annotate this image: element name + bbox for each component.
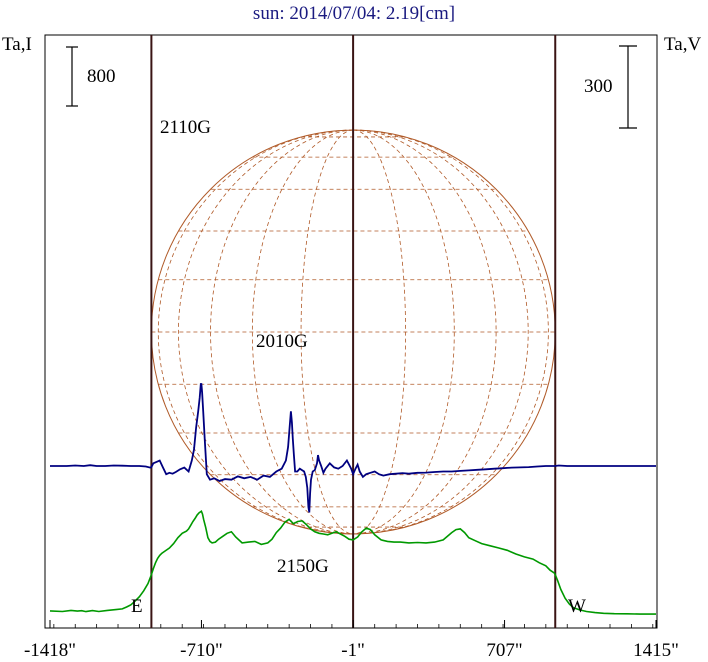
scale-bar-right-label: 300: [584, 76, 613, 97]
series-line-stokes-I: [49, 509, 656, 615]
longitude-line: [210, 129, 354, 535]
chart-title: sun: 2014/07/04: 2.19[cm]: [253, 3, 455, 24]
y-axis-label-left: Ta,I: [2, 34, 32, 55]
scale-bar-right: [619, 45, 637, 129]
longitude-line: [353, 129, 549, 535]
plot-frame: [44, 34, 658, 629]
series-line-stokes-V: [50, 383, 656, 513]
scale-bar-left-label: 800: [87, 66, 116, 87]
longitude-line: [353, 129, 529, 535]
longitude-line: [353, 129, 406, 535]
longitude-line: [353, 129, 497, 535]
x-tick-label: 707": [486, 640, 522, 661]
x-tick-label: 1415": [633, 640, 679, 661]
longitude-line: [353, 129, 455, 535]
y-axis-label-right: Ta,V: [664, 34, 701, 55]
limb-marker-lines: [150, 35, 557, 628]
x-tick-label: -710": [180, 640, 223, 661]
limb-label-west: W: [568, 596, 586, 617]
x-axis-ticks: -1418" -710" -1" 707" 1415": [24, 620, 679, 661]
x-tick-label: -1418": [24, 640, 76, 661]
annotation-2010G: 2010G: [256, 331, 308, 352]
annotation-2110G: 2110G: [160, 117, 211, 138]
longitude-line: [157, 129, 354, 535]
longitude-line: [300, 129, 354, 535]
limb-label-east: E: [131, 596, 143, 617]
annotation-2150G: 2150G: [277, 556, 329, 577]
longitude-line: [178, 129, 354, 535]
scale-bar-left: [66, 46, 78, 107]
longitude-line: [251, 129, 354, 535]
x-tick-label: -1": [341, 640, 365, 661]
